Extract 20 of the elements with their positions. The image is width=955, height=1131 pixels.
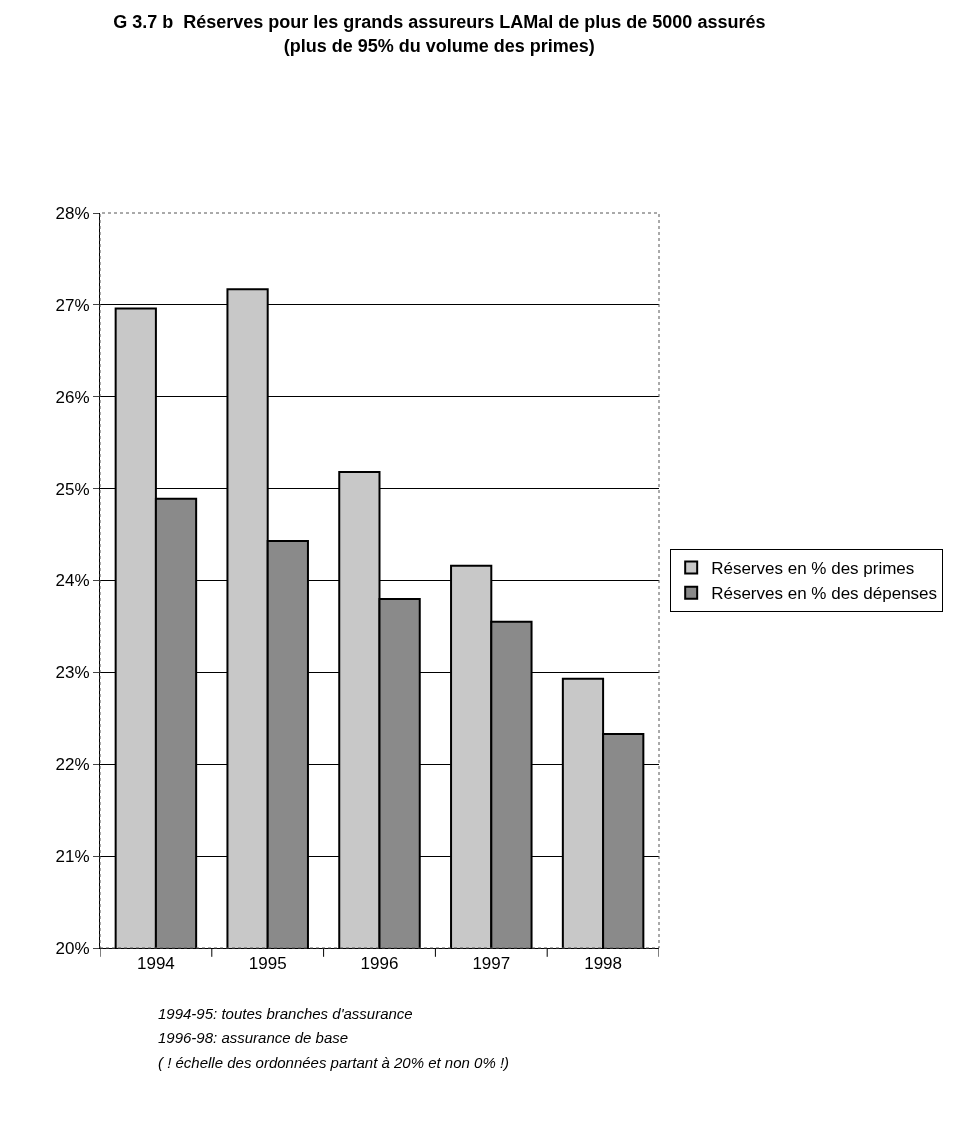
text: 1996-98: assurance de base (158, 1029, 349, 1046)
legend-label: Réserves en % des primes (711, 559, 915, 579)
text: ( ! échelle des ordonnées partant à 20% et non 0% !) (158, 1054, 510, 1071)
y-tick-label: 22% (55, 755, 90, 775)
x-tick-label: 1997 (472, 954, 511, 974)
y-tick-label: 26% (55, 387, 90, 407)
y-tick-label: 25% (55, 479, 90, 499)
text: 1994-95: toutes branches d'assurance (158, 1005, 413, 1022)
x-tick-label: 1998 (584, 954, 623, 974)
y-tick-label: 23% (55, 663, 90, 683)
chart-title: G 3.7 b Réserves pour les grands assureurs LAMal de plus de 5000 assurés (plus de 95% du volume des primes) (113, 12, 766, 56)
y-tick-label: 24% (55, 571, 90, 591)
x-tick-label: 1995 (248, 954, 287, 974)
y-tick-label: 20% (55, 938, 90, 958)
legend-label: Réserves en % des dépenses (711, 584, 938, 604)
x-tick-label: 1994 (136, 954, 175, 974)
y-tick-label: 21% (55, 847, 90, 867)
y-tick-label: 27% (55, 295, 90, 315)
x-tick-label: 1996 (360, 954, 399, 974)
y-tick-label: 28% (55, 203, 90, 223)
